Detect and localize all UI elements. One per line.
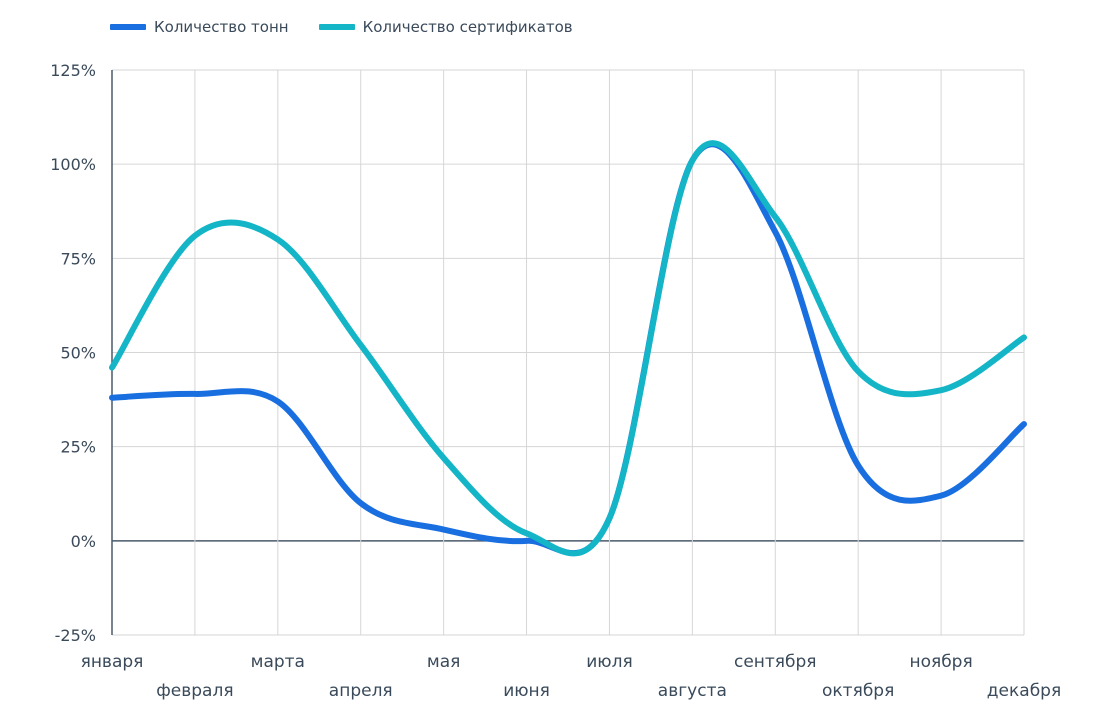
x-tick-label: ноября bbox=[909, 652, 972, 672]
series-line-tonnes bbox=[109, 141, 1027, 557]
y-tick-label: 0% bbox=[71, 532, 96, 551]
legend-swatch-certificates bbox=[318, 24, 355, 30]
x-tick-label: марта bbox=[251, 652, 305, 672]
series-line-certificates bbox=[109, 140, 1027, 557]
y-tick-label: 25% bbox=[60, 438, 96, 457]
legend-label-tonnes: Количество тонн bbox=[154, 18, 289, 36]
x-tick-label: января bbox=[81, 652, 144, 672]
x-tick-label: мая bbox=[427, 652, 460, 672]
y-tick-label: 75% bbox=[60, 249, 96, 268]
x-tick-label: октября bbox=[822, 681, 894, 701]
x-tick-label: декабря bbox=[987, 681, 1061, 701]
x-tick-label: августа bbox=[658, 681, 727, 701]
x-tick-label: сентября bbox=[734, 652, 817, 672]
legend-swatch-tonnes bbox=[110, 24, 146, 30]
x-tick-label: апреля bbox=[329, 681, 393, 701]
x-tick-label: июня bbox=[503, 681, 550, 701]
y-tick-label: 50% bbox=[60, 344, 96, 363]
x-tick-label: июля bbox=[586, 652, 632, 672]
y-tick-label: 125% bbox=[50, 61, 96, 80]
y-tick-label: 100% bbox=[50, 155, 96, 174]
y-tick-label: -25% bbox=[55, 626, 96, 645]
legend-label-certificates: Количество сертификатов bbox=[362, 18, 573, 36]
x-tick-label: февраля bbox=[156, 681, 233, 701]
legend-item-tonnes: Количество тонн bbox=[110, 18, 289, 36]
legend-item-certificates: Количество сертификатов bbox=[318, 18, 573, 36]
chart-legend: Количество тонн Количество сертификатов bbox=[110, 18, 573, 36]
